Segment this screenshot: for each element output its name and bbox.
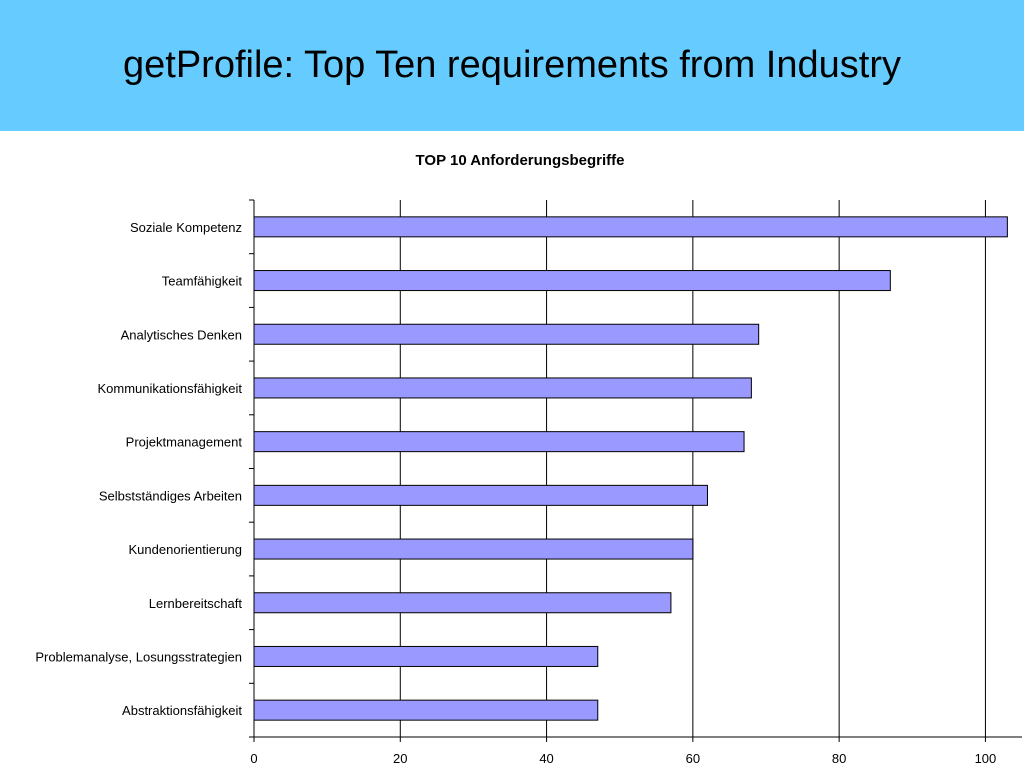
category-label: Kundenorientierung (129, 542, 242, 557)
x-tick-label: 60 (686, 751, 700, 766)
category-label: Analytisches Denken (121, 327, 242, 342)
bar (253, 377, 752, 399)
chart-title: TOP 10 Anforderungsbegriffe (416, 152, 625, 169)
x-tick-label: 40 (539, 751, 553, 766)
category-labels: Soziale Kompetenz Teamfähigkeit Analytisch… (35, 220, 242, 718)
slide-header: getProfile: Top Ten requirements from In… (0, 0, 1024, 131)
x-tick-label: 100 (975, 751, 997, 766)
category-label: Projektmanagement (126, 435, 243, 450)
category-label: Teamfähigkeit (162, 274, 243, 289)
bar (253, 538, 694, 560)
tick-labels: 0 20 40 60 80 100 (250, 751, 996, 766)
x-tick-label: 80 (832, 751, 846, 766)
bar (253, 270, 891, 292)
category-label: Soziale Kompetenz (130, 220, 242, 235)
category-label: Selbstständiges Arbeiten (99, 488, 242, 503)
category-label: Problemanalyse, Losungsstrategien (35, 649, 242, 664)
bar (253, 645, 599, 667)
bars (253, 216, 1008, 721)
category-label: Lernbereitschaft (149, 596, 243, 611)
slide-title: getProfile: Top Ten requirements from In… (123, 44, 901, 86)
bar (253, 484, 708, 506)
x-tick-label: 20 (393, 751, 407, 766)
bar (253, 323, 760, 345)
category-label: Kommunikationsfähigkeit (97, 381, 242, 396)
bar (253, 431, 745, 453)
bar (253, 592, 672, 614)
bar (253, 699, 599, 721)
bar (253, 216, 1008, 238)
x-tick-label: 0 (250, 751, 257, 766)
category-label: Abstraktionsfähigkeit (122, 703, 242, 718)
